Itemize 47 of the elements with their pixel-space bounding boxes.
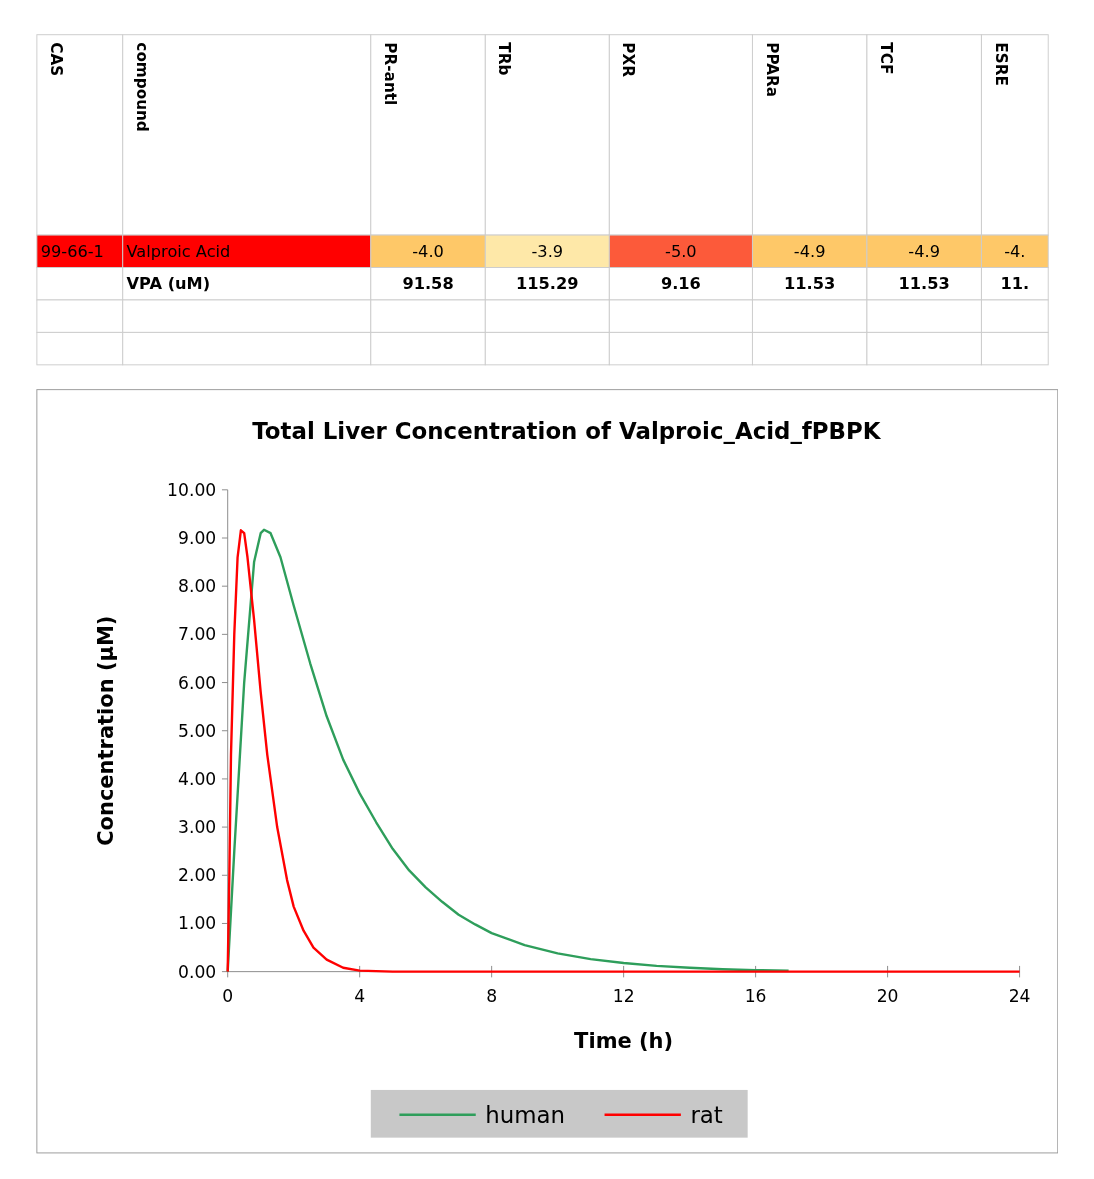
y-tick-label: 6.00 [178, 672, 217, 693]
y-tick-label: 8.00 [178, 576, 217, 597]
legend-label: rat [690, 1101, 723, 1128]
text: 9.16 [660, 274, 701, 294]
text: 91.58 [402, 274, 454, 294]
text: -4. [1004, 241, 1026, 261]
chart-title: Total Liver Concentration of Valproic_Acid_fPBPK [252, 418, 882, 445]
y-tick-label: 7.00 [178, 624, 217, 645]
x-tick-label: 16 [744, 986, 767, 1007]
text: Valproic Acid [126, 241, 231, 261]
y-tick-label: 9.00 [178, 528, 217, 549]
y-tick-label: 0.00 [178, 961, 217, 982]
text: -3.9 [531, 241, 564, 261]
text: -4.9 [793, 241, 826, 261]
category-label: ESRE [991, 42, 1010, 86]
category-label: TCF [877, 42, 896, 75]
text: VPA (uM) [126, 274, 211, 294]
y-tick-label: 5.00 [178, 720, 217, 741]
text: 11.53 [784, 274, 836, 294]
category-label: PXR [619, 42, 638, 78]
y-axis-title: Concentration (µM) [94, 615, 119, 846]
text: -4.9 [908, 241, 940, 261]
category-label: PPARa [762, 42, 781, 98]
y-tick-label: 3.00 [178, 817, 217, 838]
y-tick-label: 10.00 [167, 479, 217, 500]
x-tick-label: 8 [486, 986, 498, 1007]
text: 11. [1000, 274, 1030, 294]
legend-label: human [485, 1101, 566, 1128]
x-tick-label: 4 [354, 986, 366, 1007]
category-label: CAS [46, 42, 65, 77]
y-tick-label: 2.00 [178, 865, 217, 886]
text: 11.53 [898, 274, 950, 294]
text: 115.29 [516, 274, 579, 294]
x-tick-label: 12 [612, 986, 635, 1007]
y-tick-label: 4.00 [178, 768, 217, 789]
category-label: TRb [495, 42, 514, 76]
text: -4.0 [412, 241, 444, 261]
category-label: PR-antl [380, 42, 399, 106]
x-tick-label: 24 [1008, 986, 1031, 1007]
line-series [226, 528, 790, 973]
text: -5.0 [665, 241, 697, 261]
y-tick-label: 1.00 [178, 913, 217, 934]
x-axis-title: Time (h) [574, 1028, 674, 1053]
x-tick-label: 0 [222, 986, 234, 1007]
text: 99-66-1 [40, 241, 104, 261]
x-tick-label: 20 [876, 986, 899, 1007]
category-label: compound [132, 42, 151, 132]
